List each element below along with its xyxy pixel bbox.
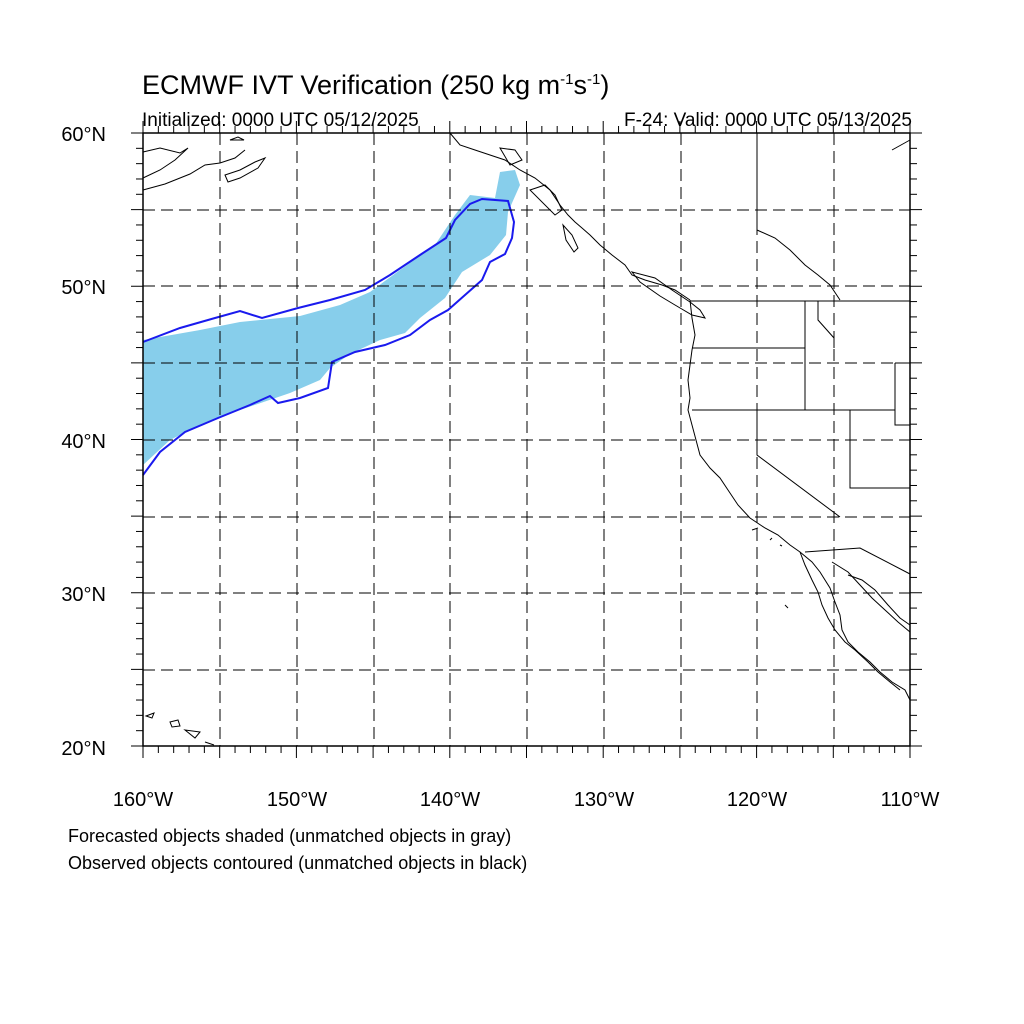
lon-label-110w: 110°W <box>881 789 940 811</box>
lat-label-30: 30°N <box>61 584 106 606</box>
lat-labels: 60°N 50°N 40°N 30°N 20°N <box>61 124 106 760</box>
lon-label-160w: 160°W <box>113 789 173 811</box>
lat-label-60: 60°N <box>61 124 106 146</box>
forecast-object-shade <box>143 170 520 465</box>
lat-label-20: 20°N <box>61 738 106 760</box>
init-time: Initialized: 0000 UTC 05/12/2025 <box>142 110 419 131</box>
lat-label-50: 50°N <box>61 277 106 299</box>
valid-time: F-24: Valid: 0000 UTC 05/13/2025 <box>624 110 912 131</box>
lon-labels: 160°W 150°W 140°W 130°W 120°W 110°W <box>113 789 940 811</box>
lon-label-150w: 150°W <box>267 789 327 811</box>
title-sup2: -1 <box>586 71 601 88</box>
graticule <box>143 133 910 746</box>
caption-observed: Observed objects contoured (unmatched ob… <box>68 853 528 873</box>
title-mid: s <box>573 70 587 100</box>
lon-label-120w: 120°W <box>727 789 787 811</box>
coastlines <box>142 132 911 746</box>
title-end: ) <box>600 70 610 100</box>
lon-label-140w: 140°W <box>420 789 480 811</box>
title-sup1: -1 <box>560 71 574 88</box>
title-text: ECMWF IVT Verification (250 kg m <box>142 70 561 100</box>
observed-object-contour <box>142 197 516 476</box>
map-title: ECMWF IVT Verification (250 kg m-1s-1) <box>142 70 609 101</box>
tick-marks <box>131 121 922 758</box>
lon-label-130w: 130°W <box>574 789 634 811</box>
lat-label-40: 40°N <box>61 431 106 453</box>
caption-forecast: Forecasted objects shaded (unmatched obj… <box>68 826 512 846</box>
